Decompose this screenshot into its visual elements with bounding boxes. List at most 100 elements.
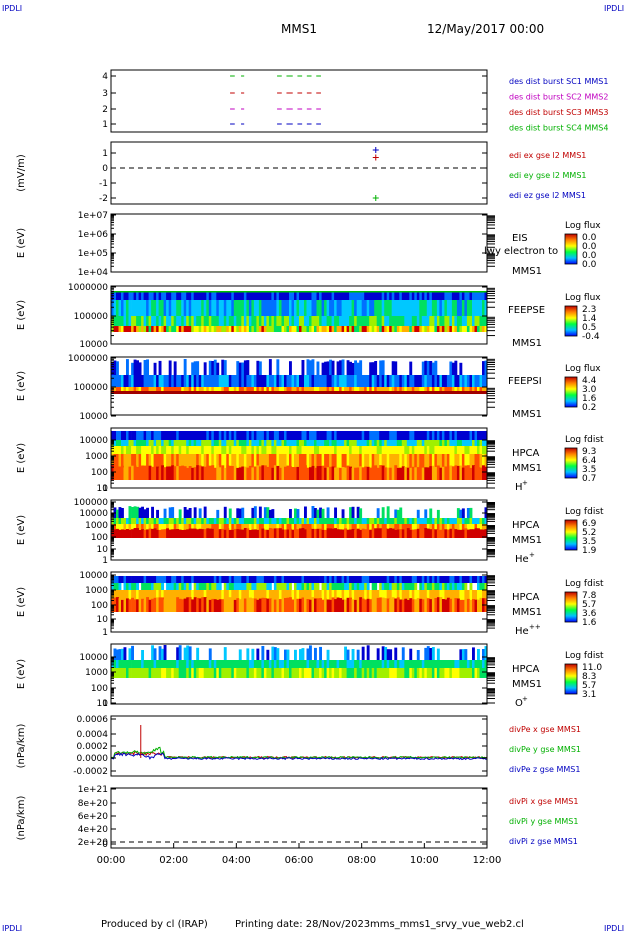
spectrogram-cell <box>186 467 190 480</box>
spectrogram-cell <box>243 583 247 590</box>
spectrogram-cell <box>206 528 210 538</box>
spectrogram-cell <box>311 597 315 612</box>
spectrogram-cell <box>183 300 187 316</box>
spectrogram-cell <box>484 326 488 332</box>
spectrogram-cell <box>306 431 310 440</box>
spectrogram-cell <box>376 431 380 440</box>
spectrogram-cell <box>419 375 423 387</box>
spectrogram-cell <box>314 518 317 524</box>
spectrogram-cell <box>231 529 235 538</box>
spectrogram-cell <box>176 597 180 612</box>
spectrogram-cell <box>146 597 149 612</box>
spectrogram-cell <box>469 316 473 326</box>
spectrogram-cell <box>406 300 410 316</box>
spectrogram-cell <box>273 465 277 480</box>
spectrogram-cell <box>226 518 230 524</box>
data-point-marker <box>372 154 379 161</box>
spectrogram-cell <box>153 375 157 387</box>
spectrogram-cell <box>218 387 222 392</box>
spectrogram-cell <box>136 518 139 524</box>
spectrogram-cell <box>484 387 488 392</box>
spectrogram-cell <box>369 668 373 678</box>
spectrogram-cell <box>193 668 197 678</box>
spectrogram-cell <box>126 326 129 332</box>
spectrogram-cell <box>186 597 190 612</box>
spectrogram-cell <box>366 316 370 326</box>
spectrogram-cell <box>191 528 195 538</box>
spectrogram-cell <box>203 431 207 440</box>
spectrogram-cell <box>231 316 235 326</box>
spectrogram-cell <box>253 375 257 387</box>
y-tick-label: 6e+20 <box>78 812 109 822</box>
spectrogram-cell <box>309 454 312 468</box>
spectrogram-cell <box>334 375 337 387</box>
spectrogram-cell <box>376 292 380 300</box>
spectrogram-cell <box>391 660 395 668</box>
spectrogram-cell <box>299 431 302 440</box>
spectrogram-cell <box>246 518 250 524</box>
spectrogram-cell <box>223 360 227 375</box>
spectrogram-cell <box>431 524 435 530</box>
spectrogram-cell <box>243 466 247 480</box>
spectrogram-cell <box>376 597 380 612</box>
spectrogram-cell <box>188 440 192 446</box>
spectrogram-cell <box>319 431 322 440</box>
spectrogram-cell <box>136 506 139 518</box>
spectrogram-cell <box>284 454 287 468</box>
spectrogram-cell <box>321 668 325 678</box>
spectrogram-cell <box>429 316 433 326</box>
spectrogram-cell <box>334 583 337 590</box>
spectrogram-cell <box>186 292 190 300</box>
spectrogram-cell <box>278 292 282 300</box>
spectrogram-cell <box>281 524 285 530</box>
spectrogram-cell <box>251 518 255 524</box>
spectrogram-cell <box>126 431 129 440</box>
spectrogram-cell <box>409 300 413 316</box>
spectrogram-cell <box>211 361 215 375</box>
spectrogram-cell <box>461 387 465 392</box>
spectrogram-cell <box>271 316 275 326</box>
spectrogram-cell <box>183 316 187 326</box>
spectrogram-cell <box>379 597 383 612</box>
spectrogram-cell <box>364 524 368 530</box>
spectrogram-cell <box>299 598 302 612</box>
spectrogram-cell <box>381 646 385 660</box>
spectrogram-cell <box>461 440 465 446</box>
spectrogram-cell <box>299 440 302 446</box>
spectrogram-cell <box>451 668 455 678</box>
spectrogram-cell <box>439 518 443 524</box>
spectrogram-cell <box>273 326 277 332</box>
panel-frame <box>110 141 488 205</box>
spectrogram-cell <box>349 326 352 332</box>
spectrogram-cell <box>296 387 300 392</box>
spectrogram-cell <box>151 598 154 612</box>
spectrogram-cell <box>168 524 172 530</box>
spectrogram-cell <box>136 292 139 300</box>
spectrogram-cell <box>386 660 390 668</box>
spectrogram-cell <box>126 598 129 612</box>
spectrogram-cell <box>218 300 222 316</box>
spectrogram-cell <box>474 599 478 612</box>
spectrogram-cell <box>143 446 147 454</box>
spectrogram-cell <box>331 292 335 300</box>
spectrogram-cell <box>376 387 380 392</box>
legend-entry: des dist burst SC4 MMS4 <box>509 124 608 133</box>
spectrogram-cell <box>482 529 485 538</box>
spectrogram-cell <box>419 598 423 612</box>
spectrogram-cell <box>341 668 345 678</box>
spectrogram-cell <box>461 300 465 316</box>
spectrogram-cell <box>416 668 420 678</box>
spectrogram-cell <box>401 440 405 446</box>
spectrogram-cell <box>474 292 478 300</box>
spectrogram-cell <box>123 446 127 454</box>
spectrogram-cell <box>248 300 252 316</box>
spectrogram-cell <box>424 292 428 300</box>
spectrogram-cell <box>441 375 445 387</box>
spectrogram-cell <box>421 446 425 454</box>
spectrogram-cell <box>459 660 463 668</box>
spectrogram-cell <box>223 597 227 612</box>
spectrogram-cell <box>136 660 139 668</box>
spectrogram-cell <box>173 326 177 332</box>
spectrogram-cell <box>334 668 337 678</box>
